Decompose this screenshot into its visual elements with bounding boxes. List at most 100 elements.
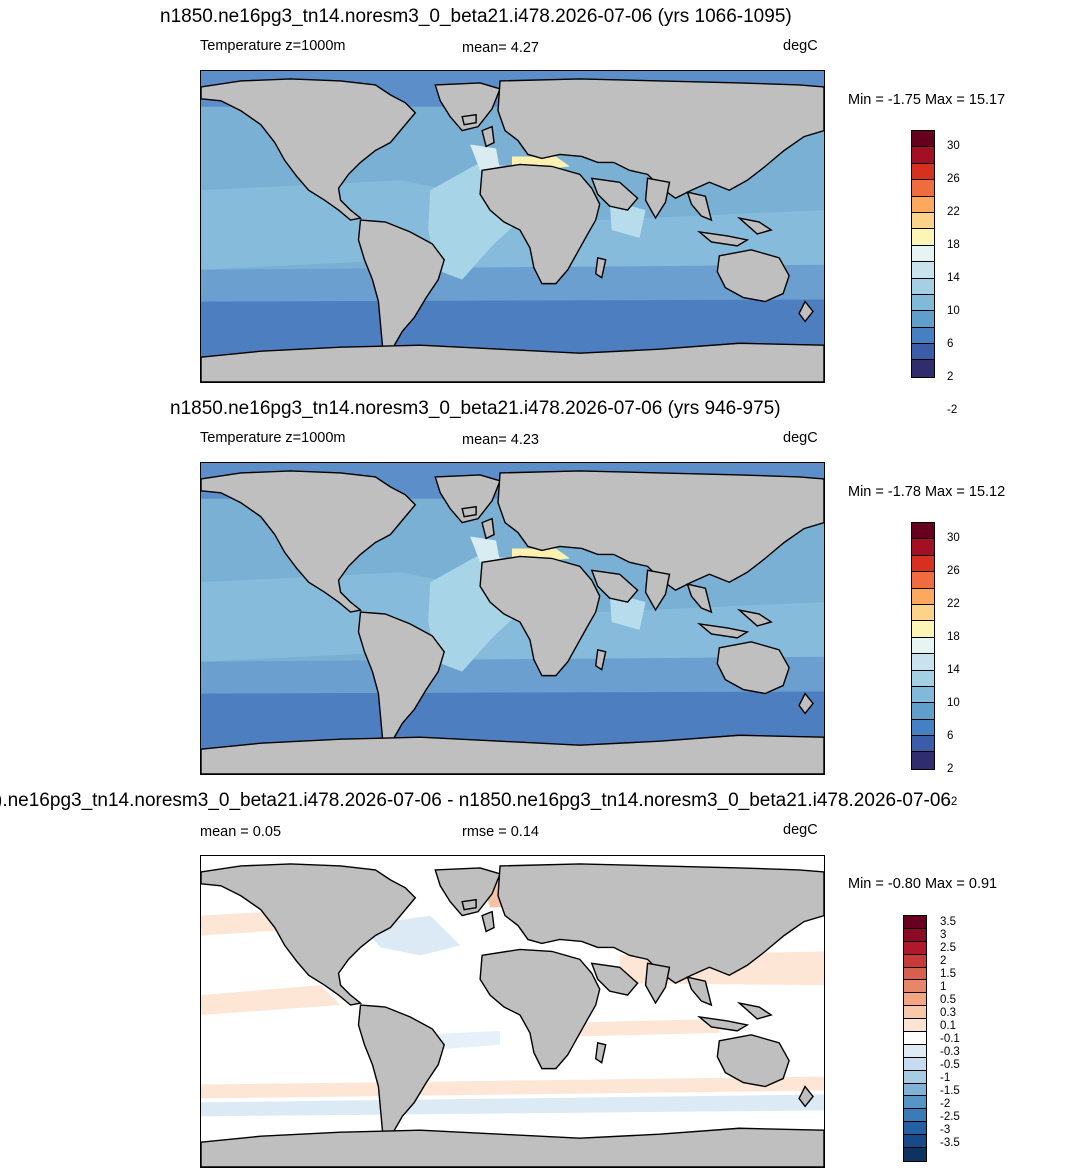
colorbar-tick-label: 3 xyxy=(940,929,947,941)
colorbar-tick-label: 18 xyxy=(947,630,960,643)
colorbar-tick-label: -0.3 xyxy=(940,1046,960,1058)
colorbar-swatch xyxy=(904,980,926,994)
colorbar-swatch xyxy=(904,1096,926,1110)
colorbar-swatch xyxy=(912,523,934,540)
panel3-colorbar xyxy=(903,915,927,1162)
colorbar-swatch xyxy=(912,588,934,605)
panel1-minmax: Min = -1.75 Max = 15.17 xyxy=(848,92,1006,108)
panel1-map xyxy=(200,70,825,383)
colorbar-tick-label: 3.5 xyxy=(940,916,956,928)
colorbar-swatch xyxy=(912,752,934,769)
colorbar-tick-label: 6 xyxy=(947,337,954,350)
colorbar-swatch xyxy=(904,954,926,968)
colorbar-tick-label: -0.1 xyxy=(940,1033,960,1045)
colorbar-swatch xyxy=(912,278,934,295)
panel3-title: ).ne16pg3_tn14.noresm3_0_beta21.i478.202… xyxy=(0,790,952,811)
colorbar-swatch xyxy=(904,1109,926,1123)
colorbar-swatch xyxy=(912,262,934,279)
colorbar-tick-label: -2 xyxy=(947,404,958,417)
panel2-minmax: Min = -1.78 Max = 15.12 xyxy=(848,484,1006,500)
panel1-variable-label: Temperature z=1000m xyxy=(200,38,346,54)
colorbar-tick-label: 22 xyxy=(947,597,960,610)
colorbar-swatch xyxy=(912,604,934,622)
colorbar-swatch xyxy=(904,993,926,1007)
colorbar-swatch xyxy=(904,1044,926,1058)
panel1-colorbar xyxy=(911,130,935,378)
colorbar-tick-label: -2 xyxy=(947,796,958,809)
colorbar-tick-label: 2 xyxy=(947,763,954,775)
colorbar-tick-label: 2 xyxy=(940,955,947,967)
colorbar-swatch xyxy=(912,686,934,704)
colorbar-swatch xyxy=(912,360,934,377)
panel2-variable-label: Temperature z=1000m xyxy=(200,430,346,446)
colorbar-swatch xyxy=(904,967,926,981)
colorbar-swatch xyxy=(912,180,934,197)
colorbar-tick-label: -2.5 xyxy=(940,1111,960,1123)
colorbar-swatch xyxy=(912,621,934,638)
panel3-map xyxy=(200,855,825,1168)
panel2-units-label: degC xyxy=(783,430,818,446)
colorbar-tick-label: 26 xyxy=(947,564,960,577)
colorbar-tick-label: 18 xyxy=(947,238,960,251)
colorbar-tick-label: 1.5 xyxy=(940,968,956,980)
colorbar-tick-label: 10 xyxy=(947,304,960,317)
panel3-rmse-label: rmse = 0.14 xyxy=(462,824,539,840)
colorbar-swatch xyxy=(904,1006,926,1020)
colorbar-tick-label: -3.5 xyxy=(940,1137,960,1149)
colorbar-swatch xyxy=(904,941,926,955)
colorbar-swatch xyxy=(912,294,934,312)
colorbar-tick-label: -1.5 xyxy=(940,1085,960,1097)
colorbar-swatch xyxy=(912,703,934,720)
panel1-mean-label: mean= 4.27 xyxy=(462,40,539,56)
colorbar-swatch xyxy=(904,916,926,929)
colorbar-tick-label: 2 xyxy=(947,371,954,383)
colorbar-swatch xyxy=(904,928,926,942)
colorbar-swatch xyxy=(904,1070,926,1084)
colorbar-swatch xyxy=(912,163,934,181)
colorbar-swatch xyxy=(904,1148,926,1161)
colorbar-swatch xyxy=(912,572,934,589)
colorbar-swatch xyxy=(912,344,934,361)
colorbar-swatch xyxy=(912,245,934,263)
panel1-units-label: degC xyxy=(783,38,818,54)
colorbar-swatch xyxy=(904,1032,926,1045)
colorbar-tick-label: 14 xyxy=(947,271,960,284)
colorbar-swatch xyxy=(912,719,934,737)
colorbar-tick-label: 10 xyxy=(947,696,960,709)
colorbar-tick-label: -1 xyxy=(940,1072,951,1084)
colorbar-tick-label: -0.5 xyxy=(940,1059,960,1071)
colorbar-swatch xyxy=(912,555,934,573)
colorbar-swatch xyxy=(912,311,934,328)
colorbar-tick-label: 22 xyxy=(947,205,960,218)
panel2-map xyxy=(200,462,825,775)
colorbar-swatch xyxy=(904,1057,926,1071)
colorbar-tick-label: 30 xyxy=(947,139,960,152)
colorbar-swatch xyxy=(912,637,934,655)
panel1-title: n1850.ne16pg3_tn14.noresm3_0_beta21.i478… xyxy=(160,6,792,27)
colorbar-swatch xyxy=(912,229,934,246)
colorbar-swatch xyxy=(912,196,934,213)
colorbar-swatch xyxy=(912,327,934,345)
colorbar-swatch xyxy=(904,1122,926,1136)
panel3-minmax: Min = -0.80 Max = 0.91 xyxy=(848,876,998,892)
colorbar-tick-label: 0.1 xyxy=(940,1020,956,1032)
colorbar-swatch xyxy=(904,1083,926,1097)
colorbar-tick-label: 1 xyxy=(940,981,947,993)
colorbar-swatch xyxy=(912,147,934,164)
panel3-units-label: degC xyxy=(783,822,818,838)
colorbar-swatch xyxy=(912,670,934,687)
colorbar-tick-label: 0.5 xyxy=(940,994,956,1006)
colorbar-tick-label: 6 xyxy=(947,729,954,742)
panel2-colorbar xyxy=(911,522,935,770)
colorbar-tick-label: 2.5 xyxy=(940,942,956,954)
panel2-mean-label: mean= 4.23 xyxy=(462,432,539,448)
colorbar-swatch xyxy=(912,654,934,671)
panel2-title: n1850.ne16pg3_tn14.noresm3_0_beta21.i478… xyxy=(170,398,781,419)
colorbar-tick-label: 26 xyxy=(947,172,960,185)
colorbar-tick-label: -3 xyxy=(940,1124,951,1136)
colorbar-swatch xyxy=(904,1019,926,1033)
colorbar-swatch xyxy=(904,1135,926,1149)
colorbar-tick-label: 30 xyxy=(947,531,960,544)
colorbar-tick-label: -2 xyxy=(940,1098,951,1110)
colorbar-tick-label: 14 xyxy=(947,663,960,676)
